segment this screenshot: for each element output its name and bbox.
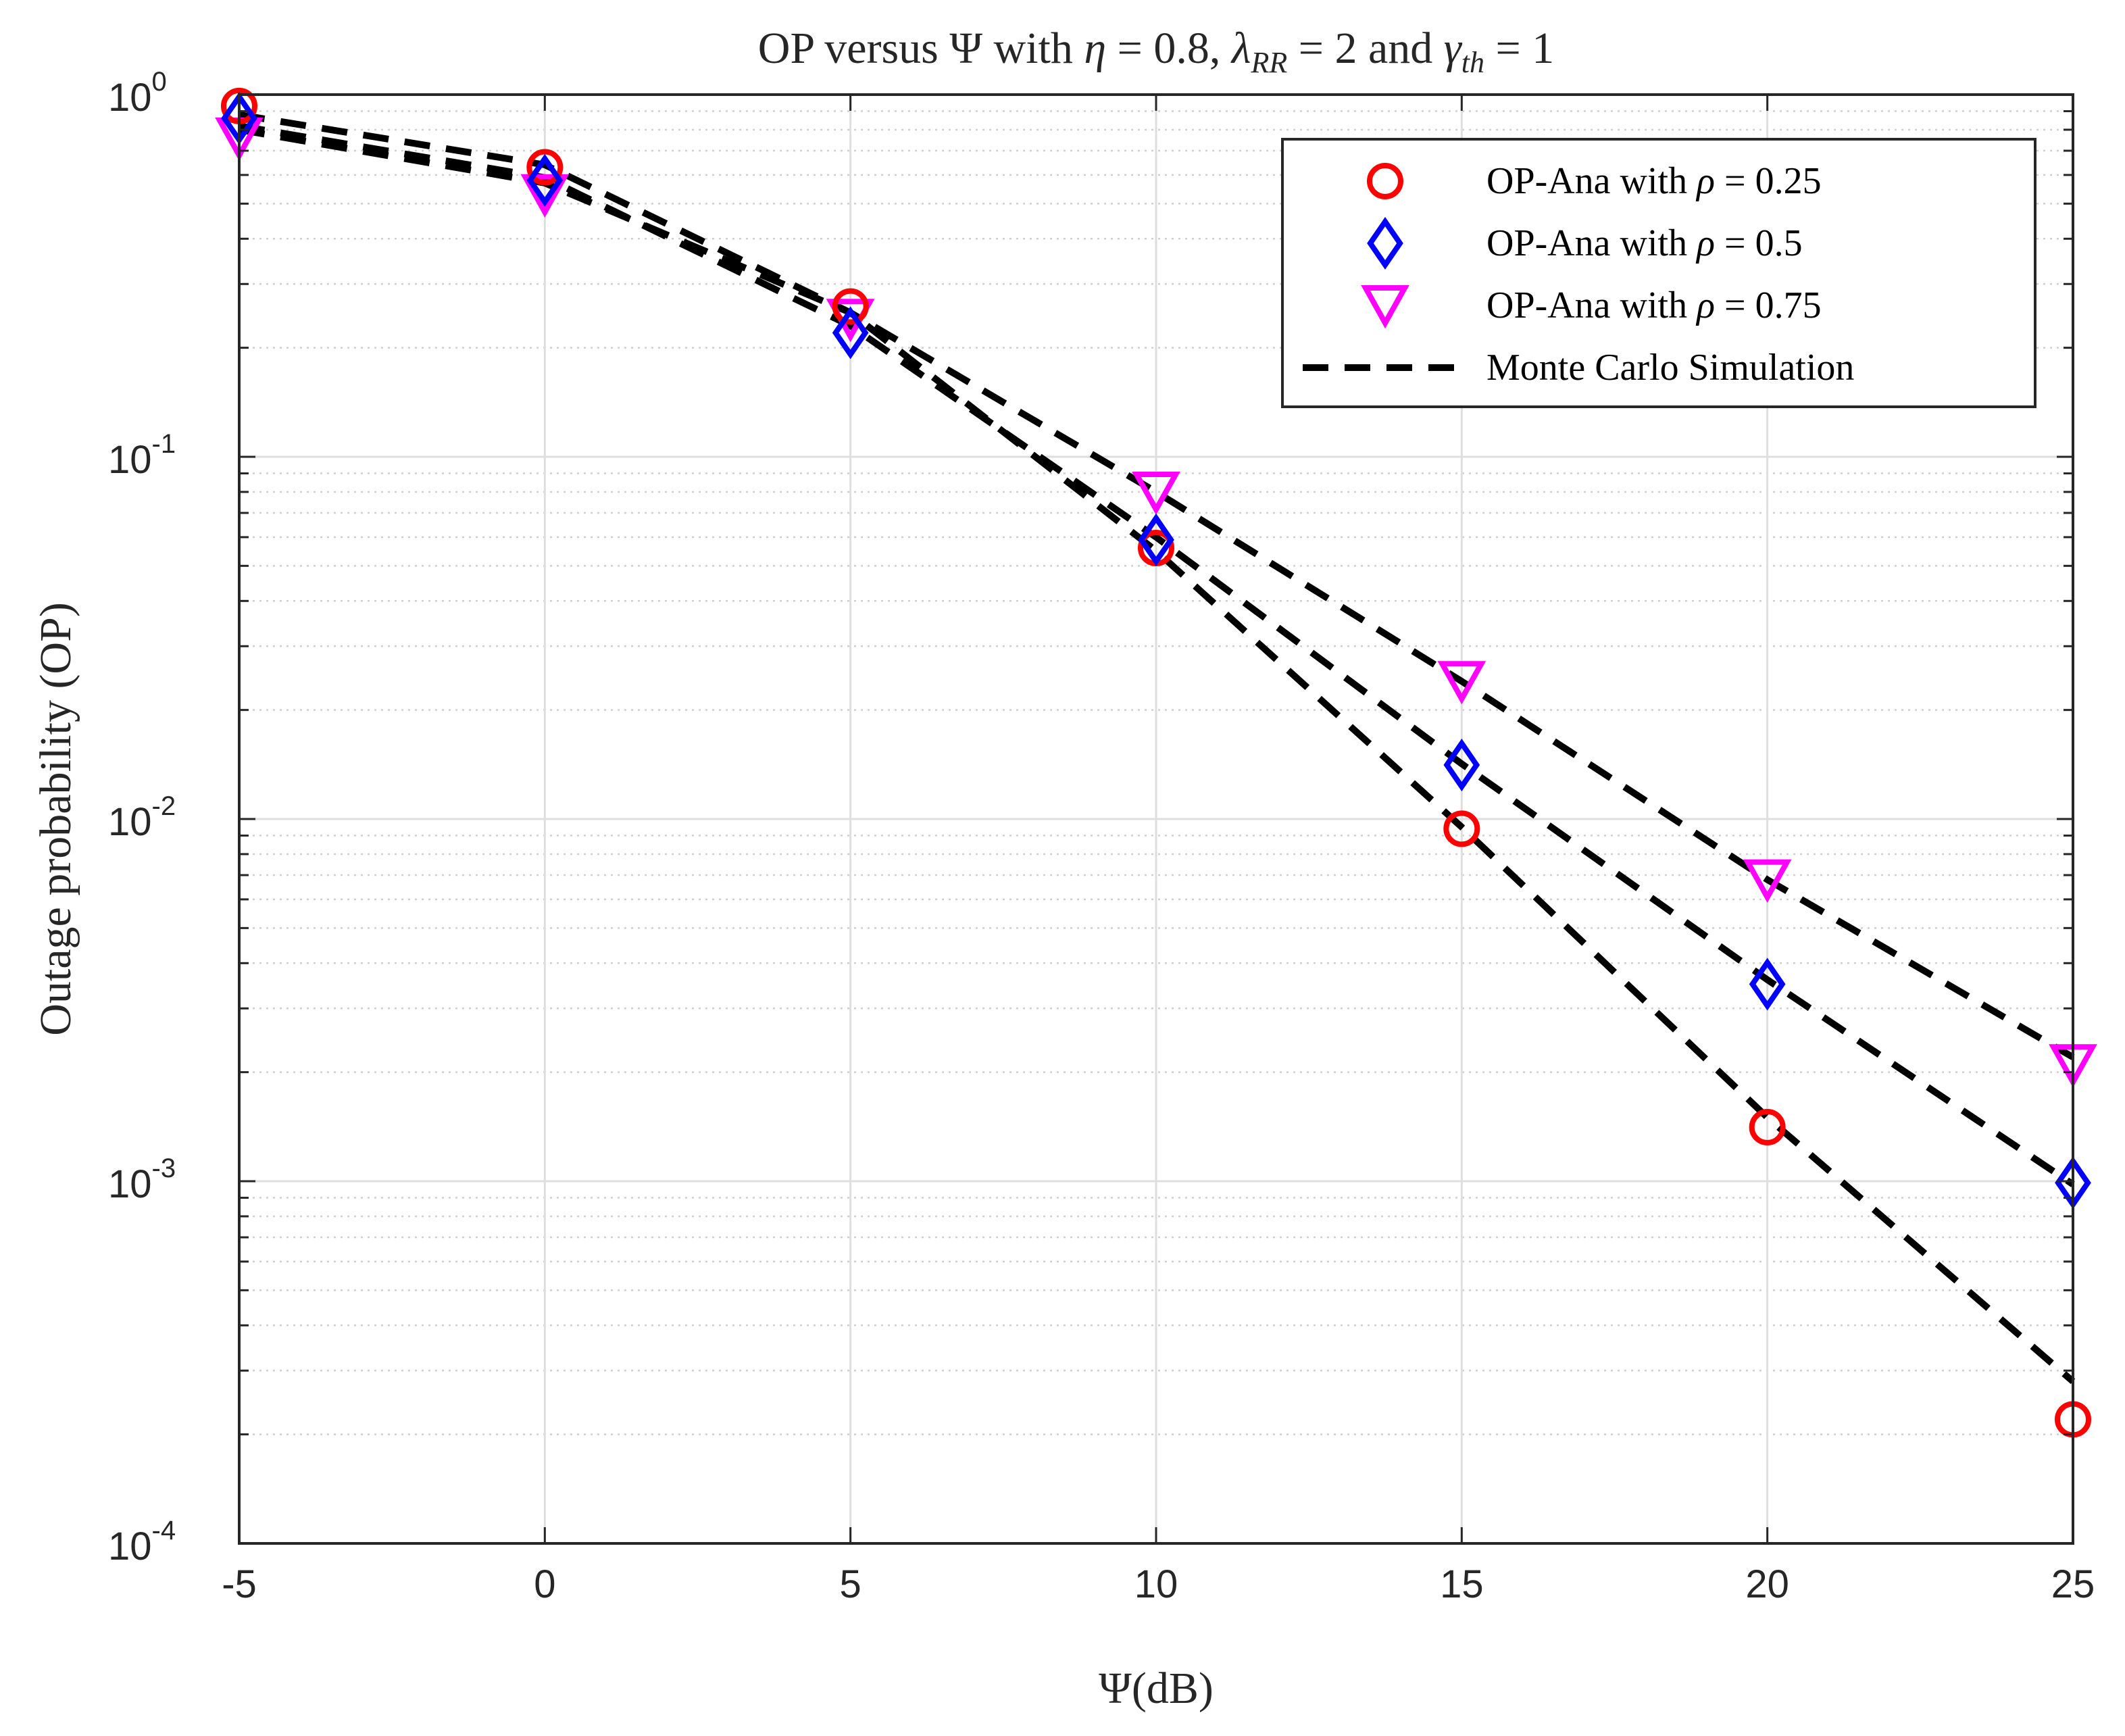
data-point-circle	[1443, 810, 1480, 847]
x-tick-labels: -5 0 5 10 15 20 25	[222, 1562, 2095, 1606]
data-point-circle	[526, 149, 564, 186]
data-point-circle	[832, 288, 869, 325]
data-point-triangle-down	[520, 174, 570, 218]
data-point-diamond	[1443, 738, 1480, 792]
x-tick-label: 10	[1134, 1562, 1178, 1606]
data-point-circle	[1749, 1109, 1786, 1146]
legend-label: OP-Ana with ρ = 0.5	[1486, 222, 1803, 264]
legend-swatch-diamond	[1367, 216, 1403, 270]
legend-label: Monte Carlo Simulation	[1486, 347, 1854, 389]
y-tick-label: 10-2	[108, 791, 176, 844]
y-tick-label: 10-4	[108, 1516, 176, 1568]
x-axis-label: Ψ(dB)	[1099, 1664, 1214, 1713]
data-point-diamond	[1749, 958, 1786, 1011]
legend-items: OP-Ana with ρ = 0.25 OP-Ana with ρ = 0.5 O…	[1303, 160, 1854, 389]
x-tick-label: 20	[1745, 1562, 1789, 1606]
y-tick-label: 100	[108, 67, 167, 120]
data-point-diamond	[832, 306, 869, 359]
y-tick-label: 10-1	[108, 429, 176, 482]
axis-ticks	[238, 93, 2074, 1545]
data-point-triangle-down	[1743, 859, 1792, 903]
x-tick-label: 0	[534, 1562, 555, 1606]
data-point-triangle-down	[1437, 661, 1486, 705]
chart-title: OP versus Ψ with η = 0.8, λRR = 2 and γt…	[758, 24, 1554, 79]
x-tick-label: 25	[2051, 1562, 2095, 1606]
data-point-diamond	[1138, 513, 1174, 566]
data-point-triangle-down	[1132, 471, 1180, 516]
legend-label: OP-Ana with ρ = 0.25	[1486, 160, 1822, 202]
x-tick-label: 5	[840, 1562, 861, 1606]
x-tick-label: -5	[222, 1562, 257, 1606]
legend-swatch-triangle-down	[1361, 285, 1409, 329]
y-tick-label: 10-3	[108, 1154, 176, 1206]
legend-swatch-circle	[1367, 163, 1403, 199]
legend-label: OP-Ana with ρ = 0.75	[1486, 284, 1822, 326]
monte-carlo-curve	[239, 111, 2076, 1385]
legend-box	[1281, 138, 2036, 408]
data-point-diamond	[526, 153, 564, 207]
y-tick-labels: 100 10-1 10-2 10-3 10-4	[108, 67, 176, 1568]
legend: OP-Ana with ρ = 0.25 OP-Ana with ρ = 0.5 O…	[1281, 138, 2036, 408]
x-tick-label: 15	[1440, 1562, 1484, 1606]
y-axis-label: Outage probability (OP)	[31, 602, 80, 1036]
